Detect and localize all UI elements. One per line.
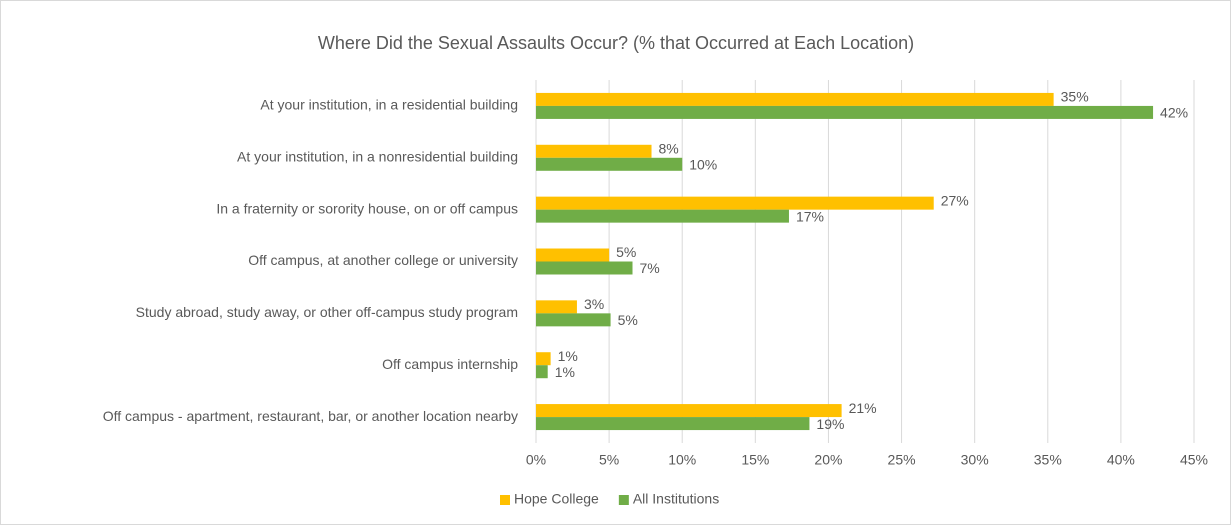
- bar: [536, 352, 551, 366]
- data-label: 42%: [1160, 105, 1188, 121]
- y-tick-label: Study abroad, study away, or other off-c…: [136, 304, 518, 320]
- legend-swatch: [500, 495, 510, 505]
- bar: [536, 248, 610, 262]
- bar: [536, 92, 1054, 106]
- x-tick-label: 45%: [1180, 452, 1208, 468]
- bar: [536, 404, 842, 418]
- data-label: 35%: [1061, 89, 1089, 105]
- bar: [536, 417, 810, 431]
- x-tick-label: 0%: [526, 452, 546, 468]
- bar: [536, 157, 683, 171]
- x-tick-label: 35%: [1034, 452, 1062, 468]
- legend-label: All Institutions: [633, 491, 719, 507]
- y-tick-label: In a fraternity or sorority house, on or…: [216, 200, 518, 216]
- x-tick-label: 40%: [1107, 452, 1135, 468]
- bar: [536, 196, 934, 210]
- chart-title: Where Did the Sexual Assaults Occur? (% …: [318, 33, 914, 53]
- y-tick-label: Off campus internship: [382, 356, 518, 372]
- x-tick-label: 15%: [741, 452, 769, 468]
- data-label: 3%: [584, 296, 604, 312]
- data-label: 17%: [796, 208, 824, 224]
- data-label: 10%: [689, 156, 717, 172]
- x-tick-label: 25%: [888, 452, 916, 468]
- y-tick-label: Off campus, at another college or univer…: [248, 252, 518, 268]
- bar: [536, 105, 1154, 119]
- data-label: 1%: [555, 364, 575, 380]
- y-tick-label: At your institution, in a nonresidential…: [237, 148, 518, 164]
- legend-label: Hope College: [514, 491, 599, 507]
- bar: [536, 261, 633, 275]
- data-label: 7%: [640, 260, 660, 276]
- bar: [536, 313, 611, 327]
- x-tick-label: 10%: [668, 452, 696, 468]
- x-tick-label: 20%: [814, 452, 842, 468]
- x-tick-label: 30%: [961, 452, 989, 468]
- data-label: 5%: [616, 244, 636, 260]
- x-tick-label: 5%: [599, 452, 619, 468]
- data-label: 19%: [816, 416, 844, 432]
- data-label: 27%: [941, 192, 969, 208]
- bar: [536, 209, 789, 223]
- y-tick-label: At your institution, in a residential bu…: [260, 97, 518, 113]
- y-tick-label: Off campus - apartment, restaurant, bar,…: [103, 408, 518, 424]
- data-label: 5%: [618, 312, 638, 328]
- bar: [536, 144, 652, 158]
- bar: [536, 300, 577, 314]
- bar: [536, 365, 548, 379]
- legend-swatch: [618, 495, 629, 505]
- data-label: 1%: [558, 348, 578, 364]
- data-label: 21%: [849, 400, 877, 416]
- data-label: 8%: [659, 140, 679, 156]
